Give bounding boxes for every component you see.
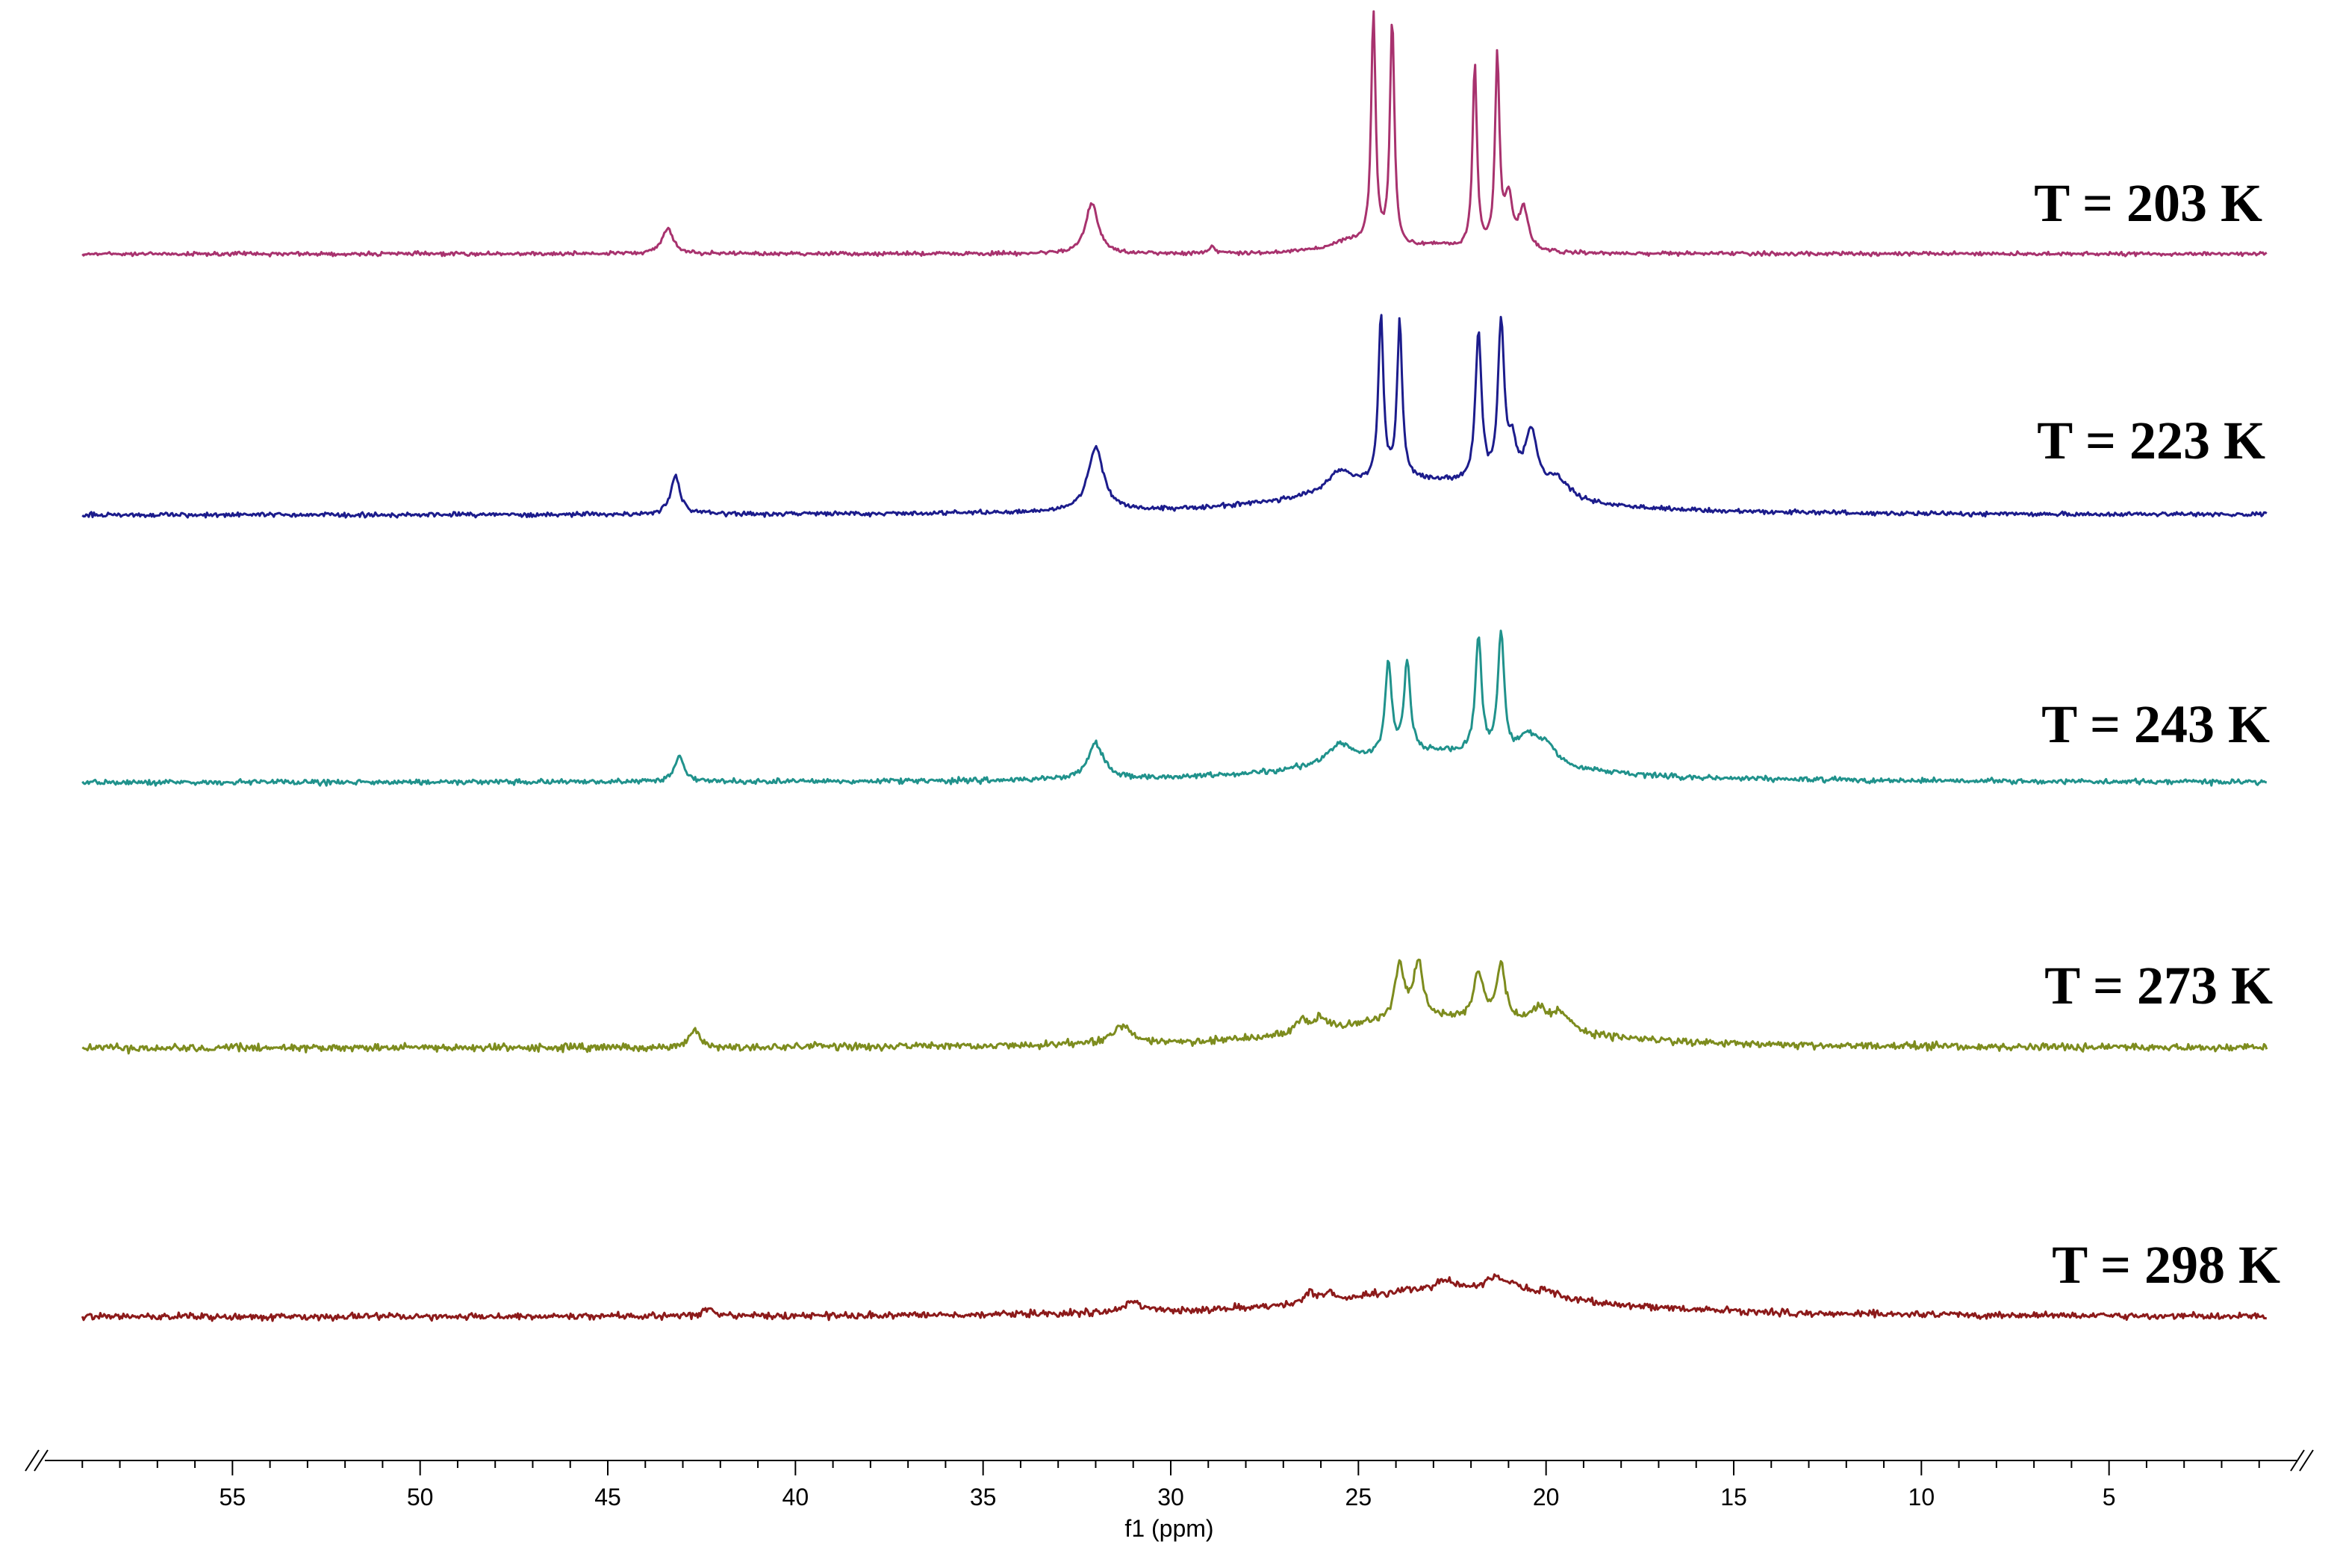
series-label: T = 223 K	[2037, 411, 2265, 470]
x-axis: 55 50 45 40 35 30 25 20 15 10 5 f1 (ppm)	[25, 1449, 2314, 1542]
x-axis-title: f1 (ppm)	[1124, 1515, 1213, 1542]
x-tick-label: 45	[594, 1484, 621, 1511]
spectrum-trace	[81, 958, 2268, 1055]
spectrum-trace	[81, 1273, 2267, 1322]
x-tick-label: 10	[1908, 1484, 1935, 1511]
series-label: T = 298 K	[2052, 1235, 2280, 1295]
x-tick-label: 35	[970, 1484, 997, 1511]
spectrum-trace	[81, 629, 2268, 787]
x-tick-label: 50	[407, 1484, 434, 1511]
x-axis-tick-labels: 55 50 45 40 35 30 25 20 15 10 5	[220, 1484, 2116, 1511]
x-axis-minor-ticks	[81, 1460, 2260, 1468]
axis-break-right	[2290, 1449, 2314, 1472]
x-tick-label: 20	[1533, 1484, 1560, 1511]
x-tick-label: 55	[220, 1484, 246, 1511]
spectrum-traces	[81, 10, 2268, 1322]
x-tick-label: 40	[782, 1484, 809, 1511]
x-tick-label: 15	[1720, 1484, 1747, 1511]
x-tick-label: 30	[1157, 1484, 1184, 1511]
x-tick-label: 25	[1345, 1484, 1372, 1511]
axis-break-left	[25, 1449, 49, 1472]
x-axis-major-ticks	[231, 1460, 2110, 1475]
series-label: T = 273 K	[2044, 956, 2273, 1015]
series-label: T = 203 K	[2034, 173, 2262, 233]
x-tick-label: 5	[2103, 1484, 2116, 1511]
spectrum-trace	[81, 314, 2268, 519]
series-labels: T = 203 K T = 223 K T = 243 K T = 273 K …	[2034, 173, 2280, 1295]
spectrum-trace	[81, 10, 2268, 258]
series-label: T = 243 K	[2041, 694, 2270, 754]
